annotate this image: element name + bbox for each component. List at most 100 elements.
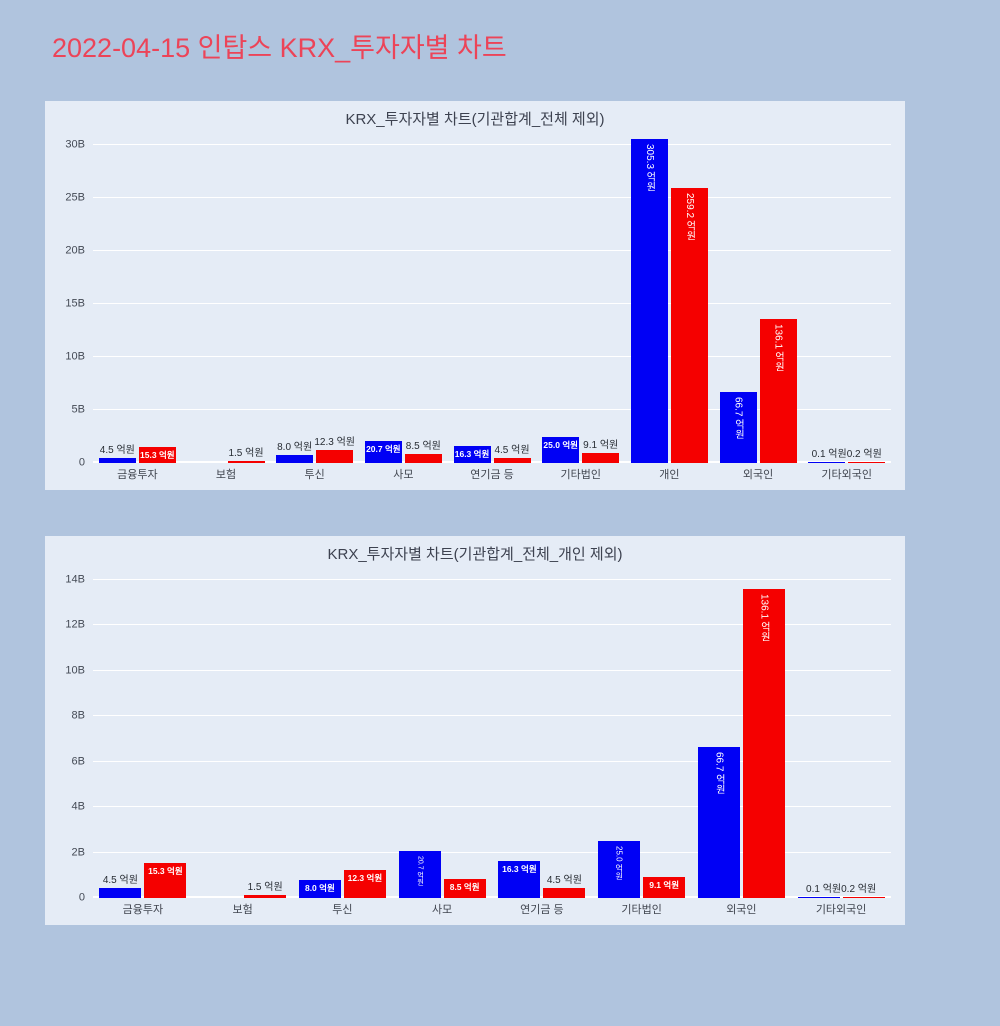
x-tick-label: 개인 — [659, 469, 680, 481]
x-axis: 금융투자 보험 투신 사모 연기금 등 기타법인 외국인 기타외국인 — [45, 901, 905, 917]
bar-value-label: 8.0 억원 — [277, 441, 313, 453]
bar-value-label: 8.5 억원 — [405, 441, 441, 452]
y-tick-label: 2B — [71, 846, 85, 859]
bar-blue: 25.0 억원 — [542, 436, 580, 463]
bar-red: 259.2 억원 — [670, 188, 708, 463]
x-tick-label: 사모 — [432, 904, 453, 916]
bar-red: 12.3 억원 — [343, 870, 386, 898]
x-axis-line — [93, 896, 891, 898]
x-tick-label: 연기금 등 — [520, 904, 564, 916]
bar-blue: 305.3 억원 — [630, 139, 668, 463]
gridline — [93, 760, 891, 762]
bar-group-금융투자: 4.5 억원 15.3 억원 — [93, 566, 193, 898]
chart-paper-1: KRX_투자자별 차트(기관합계_전체 제외) 0 5B 10B 15B 20B 25B 30… — [45, 101, 905, 490]
bar-value-label: 16.3 억원 — [454, 448, 490, 459]
bar-red: 8.5 억원 — [443, 878, 486, 898]
y-axis: 0 2B 4B 6B 8B 10B 12B 14B — [45, 566, 93, 903]
bar-blue: 8.0 억원 — [276, 442, 314, 463]
bar-red: 1.5 억원 — [244, 882, 287, 898]
bar-value-label: 15.3 억원 — [148, 866, 183, 877]
bar-value-label: 66.7 억원 — [713, 751, 725, 794]
bar-group-기타법인: 25.0 억원 9.1 억원 — [592, 566, 692, 898]
bar-group-투신: 8.0 억원 12.3 억원 — [270, 131, 359, 463]
bar-blue: 25.0 억원 — [598, 841, 641, 898]
bar-value-label: 1.5 억원 — [247, 881, 283, 893]
gridline — [93, 144, 891, 145]
x-tick-labels: 금융투자 보험 투신 사모 연기금 등 기타법인 외국인 기타외국인 — [93, 901, 891, 917]
gridline — [93, 715, 891, 717]
y-tick-label: 0 — [78, 456, 85, 469]
bar-group-연기금 등: 16.3 억원 4.5 억원 — [492, 566, 592, 898]
gridline — [93, 806, 891, 808]
plot-area: 4.5 억원 15.3 억원 1.5 억원 8.0 억원 12.3 억원 20.7 억원 8… — [93, 131, 891, 463]
gridline — [93, 197, 891, 198]
x-tick-label: 기타법인 — [621, 904, 662, 916]
bar-group-외국인: 66.7 억원 136.1 억원 — [692, 566, 792, 898]
y-tick-label: 4B — [71, 800, 85, 813]
bar-red: 9.1 억원 — [582, 440, 620, 463]
bar-value-label: 305.3 억원 — [643, 144, 655, 193]
y-tick-label: 0 — [78, 891, 85, 904]
y-tick-label: 20B — [65, 244, 85, 257]
bar-red: 4.5 억원 — [543, 875, 586, 898]
bar-blue: 20.7 억원 — [398, 850, 441, 898]
x-tick-label: 기타법인 — [560, 469, 601, 481]
bar-value-label: 25.0 억원 — [614, 846, 624, 881]
chart-paper-2: KRX_투자자별 차트(기관합계_전체_개인 제외) 0 2B 4B 6B 8B 10B 12… — [45, 536, 905, 925]
bar-red: 1.5 억원 — [227, 448, 265, 463]
bar-group-연기금 등: 16.3 억원 4.5 억원 — [448, 131, 537, 463]
bar-red: 8.5 억원 — [404, 441, 442, 463]
gridline — [93, 851, 891, 853]
y-tick-label: 8B — [71, 709, 85, 722]
bar-group-개인: 305.3 억원 259.2 억원 — [625, 131, 714, 463]
y-axis: 0 5B 10B 15B 20B 25B 30B — [45, 131, 93, 468]
plot-area: 4.5 억원 15.3 억원 1.5 억원 8.0 억원 12.3 억원 20.7 억원 8… — [93, 566, 891, 898]
plot-row: 0 5B 10B 15B 20B 25B 30B 4.5 억원 15.3 억원 1.5 억원 8.0… — [45, 131, 905, 468]
y-tick-label: 25B — [65, 191, 85, 204]
y-tick-label: 30B — [65, 138, 85, 151]
x-tick-label: 기타외국인 — [815, 904, 867, 916]
x-tick-label: 사모 — [393, 469, 414, 481]
bar-red: 15.3 억원 — [144, 863, 187, 898]
bar-blue: 16.3 억원 — [453, 445, 491, 463]
x-tick-label: 보험 — [215, 469, 237, 481]
bar-red: 4.5 억원 — [493, 445, 531, 463]
page-title: 2022-04-15 인탑스 KRX_투자자별 차트 — [52, 33, 507, 63]
bar-value-label: 4.5 억원 — [99, 445, 135, 457]
bar-value-label: 12.3 억원 — [347, 873, 383, 884]
bar-blue — [808, 462, 846, 463]
bar-group-기타외국인: 0.1 억원0.2 억원 — [791, 566, 891, 898]
x-tick-labels: 금융투자 보험 투신 사모 연기금 등 기타법인 개인 외국인 기타외국인 — [93, 466, 891, 482]
bar-red: 12.3 억원 — [314, 437, 355, 463]
x-axis: 금융투자 보험 투신 사모 연기금 등 기타법인 개인 외국인 기타외국인 — [45, 466, 905, 482]
x-tick-label: 보험 — [232, 904, 253, 916]
bars-row: 4.5 억원 15.3 억원 1.5 억원 8.0 억원 12.3 억원 20.7 억원 8… — [93, 131, 891, 463]
gridline — [93, 409, 891, 410]
bar-group-금융투자: 4.5 억원 15.3 억원 — [93, 131, 182, 463]
x-tick-label: 기타외국인 — [821, 469, 873, 481]
bar-value-label: 259.2 억원 — [683, 193, 695, 242]
bar-value-label: 20.7 억원 — [366, 444, 401, 455]
bar-red: 136.1 억원 — [759, 318, 797, 463]
y-tick-label: 15B — [65, 297, 85, 310]
bar-value-label: 20.7 억원 — [416, 855, 424, 886]
x-axis-spacer — [45, 466, 93, 482]
bar-blue: 4.5 억원 — [98, 445, 136, 463]
x-tick-label: 외국인 — [742, 469, 774, 481]
y-tick-label: 5B — [71, 403, 85, 416]
x-axis-spacer — [45, 901, 93, 917]
bar-value-label: 4.5 억원 — [546, 874, 582, 886]
bar-value-label: 8.5 억원 — [449, 881, 480, 892]
bar-group-기타법인: 25.0 억원 9.1 억원 — [536, 131, 625, 463]
bar-blue: 66.7 억원 — [719, 392, 757, 463]
gridline — [93, 624, 891, 626]
gridline — [93, 303, 891, 304]
y-tick-label: 10B — [65, 350, 85, 363]
bar-value-label: 8.0 억원 — [304, 882, 335, 893]
plot-row: 0 2B 4B 6B 8B 10B 12B 14B 4.5 억원 15.3 억원 1.5 억원 8.0… — [45, 566, 905, 903]
bar-value-label: 4.5 억원 — [494, 445, 530, 457]
bar-group-사모: 20.7 억원 8.5 억원 — [392, 566, 492, 898]
chart-title: KRX_투자자별 차트(기관합계_전체_개인 제외) — [327, 546, 623, 563]
x-tick-label: 외국인 — [726, 904, 757, 916]
x-tick-label: 연기금 등 — [470, 469, 514, 481]
